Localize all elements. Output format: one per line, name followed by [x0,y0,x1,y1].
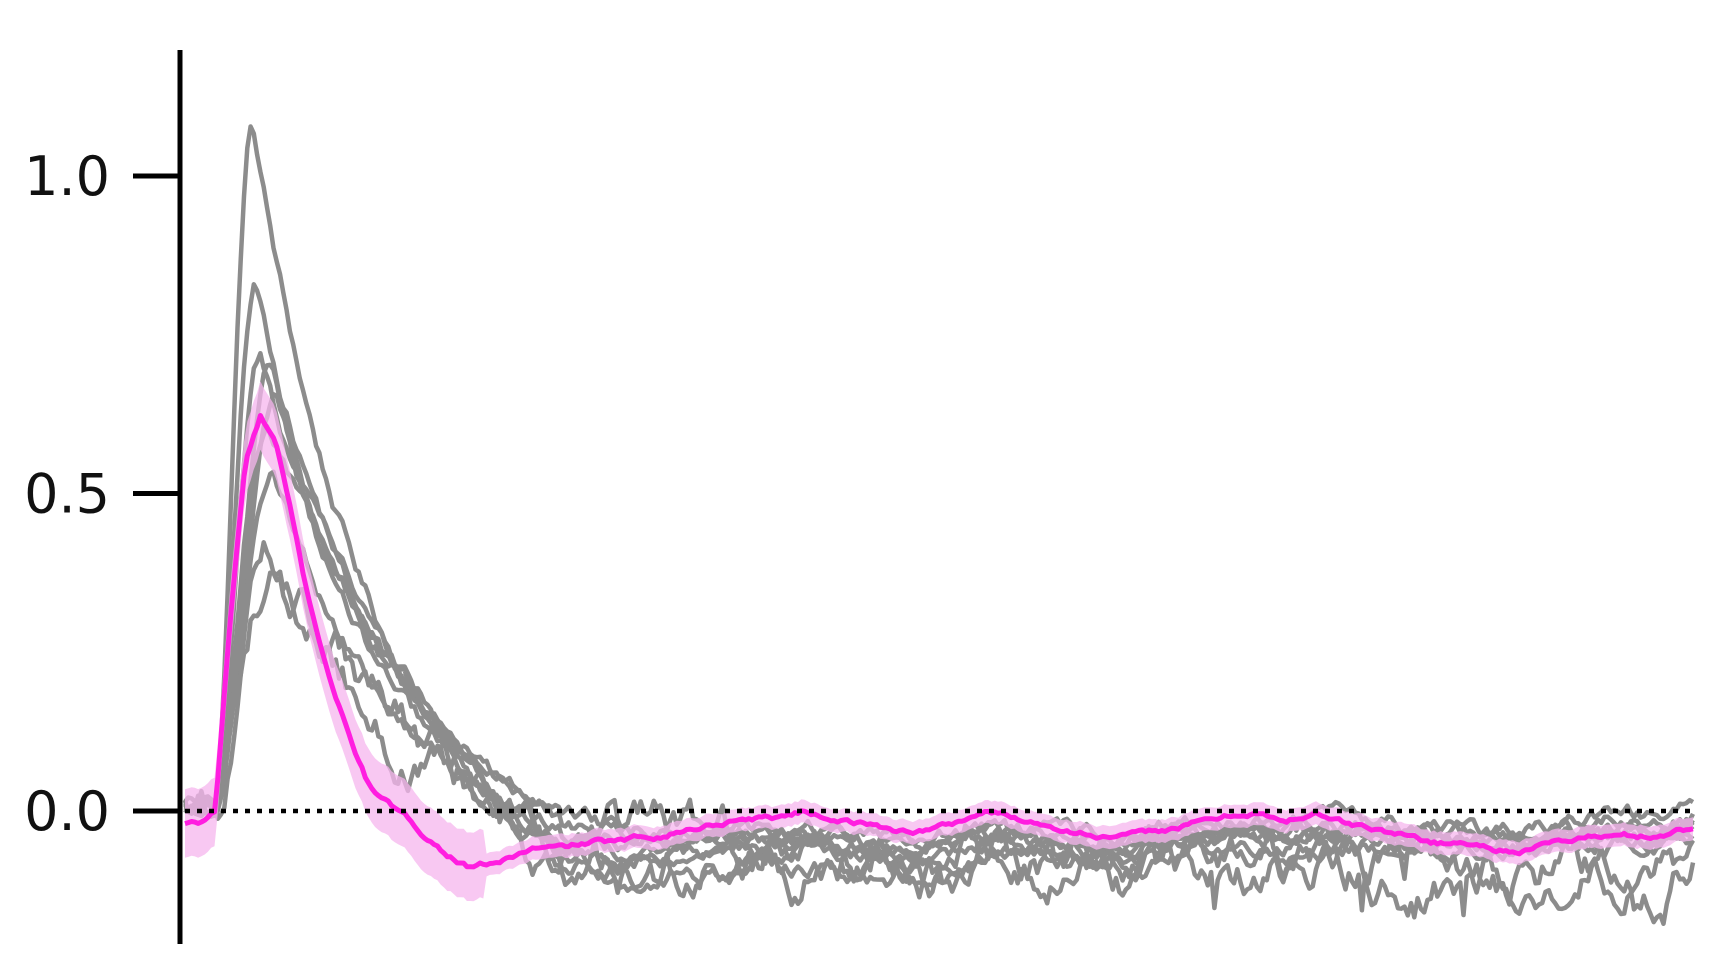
trace-1 [183,124,1695,883]
y-axis: 0.0 0.5 1.0 [24,50,183,944]
y-tick-label: 0.5 [24,463,110,526]
mean-layer [184,381,1694,902]
y-tick-label: 1.0 [24,145,110,208]
trace-9 [182,569,1696,927]
mean-trace [184,413,1694,870]
mean-sem-band [185,381,1693,902]
y-tick-label: 0.0 [24,780,110,843]
